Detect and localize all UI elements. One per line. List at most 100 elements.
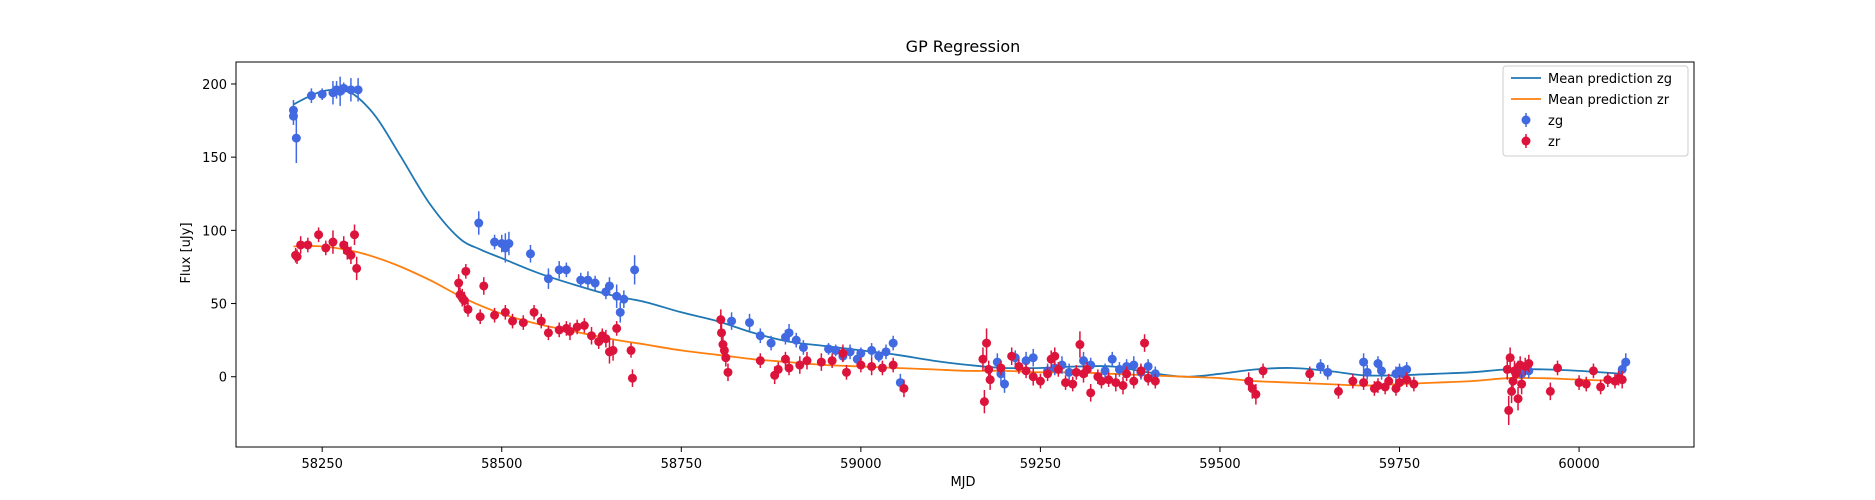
data-point bbox=[321, 243, 331, 253]
data-point bbox=[755, 356, 765, 366]
data-point bbox=[479, 281, 489, 291]
data-point bbox=[1377, 366, 1387, 376]
data-point bbox=[490, 310, 500, 320]
data-point bbox=[1053, 364, 1063, 374]
data-point bbox=[784, 328, 794, 338]
data-point bbox=[1507, 386, 1517, 396]
data-point bbox=[816, 357, 826, 367]
data-point bbox=[841, 367, 851, 377]
data-point bbox=[590, 278, 600, 288]
data-point bbox=[490, 237, 500, 247]
data-point bbox=[306, 91, 316, 101]
data-point bbox=[1129, 376, 1139, 386]
data-point bbox=[1617, 364, 1627, 374]
data-point bbox=[1384, 376, 1394, 386]
data-point bbox=[1511, 369, 1521, 379]
data-point bbox=[766, 338, 776, 348]
data-point bbox=[1140, 338, 1150, 348]
data-point bbox=[1362, 367, 1372, 377]
legend-entry-label: zg bbox=[1548, 114, 1563, 129]
data-point bbox=[716, 315, 726, 325]
data-point bbox=[1258, 366, 1268, 376]
data-point bbox=[1068, 379, 1078, 389]
data-point bbox=[292, 252, 302, 262]
data-point bbox=[1373, 359, 1383, 369]
data-point bbox=[1129, 360, 1139, 370]
data-point bbox=[1574, 378, 1584, 388]
data-point bbox=[1359, 378, 1369, 388]
axes-frame bbox=[235, 61, 1695, 448]
data-point bbox=[1373, 381, 1383, 391]
data-point bbox=[723, 367, 733, 377]
legend-marker-swatch bbox=[1521, 115, 1531, 125]
data-point bbox=[727, 316, 737, 326]
x-axis-label: MJD bbox=[950, 475, 975, 490]
data-point bbox=[985, 375, 995, 385]
data-point bbox=[1007, 351, 1017, 361]
y-tick-label: 150 bbox=[202, 151, 227, 166]
legend-marker-swatch bbox=[1521, 136, 1531, 146]
data-point bbox=[1050, 351, 1060, 361]
data-point bbox=[1086, 388, 1096, 398]
data-point bbox=[576, 275, 586, 285]
data-point bbox=[1251, 389, 1261, 399]
data-point bbox=[1524, 359, 1534, 369]
data-point bbox=[1100, 366, 1110, 376]
data-point bbox=[579, 320, 589, 330]
data-point bbox=[543, 328, 553, 338]
data-point bbox=[500, 307, 510, 317]
data-point bbox=[475, 312, 485, 322]
y-tick-label: 100 bbox=[202, 224, 227, 239]
data-point bbox=[780, 354, 790, 364]
data-point bbox=[1082, 364, 1092, 374]
data-point bbox=[755, 331, 765, 341]
data-point bbox=[1136, 366, 1146, 376]
x-tick-label: 59000 bbox=[840, 457, 881, 472]
data-point bbox=[784, 363, 794, 373]
data-point bbox=[1395, 378, 1405, 388]
data-point bbox=[867, 361, 877, 371]
data-point bbox=[314, 230, 324, 240]
data-point bbox=[856, 348, 866, 358]
data-point bbox=[454, 278, 464, 288]
x-tick-label: 58750 bbox=[661, 457, 702, 472]
data-point bbox=[346, 250, 356, 260]
data-point bbox=[565, 326, 575, 336]
data-point bbox=[525, 249, 535, 259]
data-point bbox=[604, 281, 614, 291]
data-point bbox=[303, 240, 313, 250]
data-point bbox=[1000, 379, 1010, 389]
data-point bbox=[1079, 356, 1089, 366]
data-point bbox=[1107, 354, 1117, 364]
data-point bbox=[1316, 361, 1326, 371]
data-point bbox=[1028, 372, 1038, 382]
data-point bbox=[996, 363, 1006, 373]
data-point bbox=[1021, 366, 1031, 376]
plot-area: 58250 58500 58750 59000 59250 59500 59750 60000… bbox=[202, 61, 1695, 472]
x-tick-label: 60000 bbox=[1558, 457, 1599, 472]
data-point bbox=[899, 383, 909, 393]
data-point bbox=[802, 356, 812, 366]
data-point bbox=[1021, 356, 1031, 366]
data-point bbox=[1143, 373, 1153, 383]
data-point bbox=[1504, 405, 1514, 415]
data-point bbox=[554, 265, 564, 275]
data-point bbox=[353, 85, 363, 95]
data-point bbox=[1114, 364, 1124, 374]
chart-title: GP Regression bbox=[906, 37, 1021, 56]
data-point bbox=[795, 360, 805, 370]
data-point bbox=[608, 345, 618, 355]
data-point bbox=[554, 325, 564, 335]
data-point bbox=[877, 363, 887, 373]
data-point bbox=[1323, 367, 1333, 377]
legend: Mean prediction zg Mean prediction zr zg zr bbox=[1502, 65, 1689, 157]
x-tick-label: 58250 bbox=[302, 457, 343, 472]
data-point bbox=[1150, 376, 1160, 386]
data-point bbox=[296, 240, 306, 250]
data-point bbox=[717, 328, 727, 338]
data-point bbox=[1244, 376, 1254, 386]
data-point bbox=[350, 230, 360, 240]
data-point bbox=[1513, 394, 1523, 404]
data-point bbox=[352, 263, 362, 273]
data-point bbox=[824, 344, 834, 354]
